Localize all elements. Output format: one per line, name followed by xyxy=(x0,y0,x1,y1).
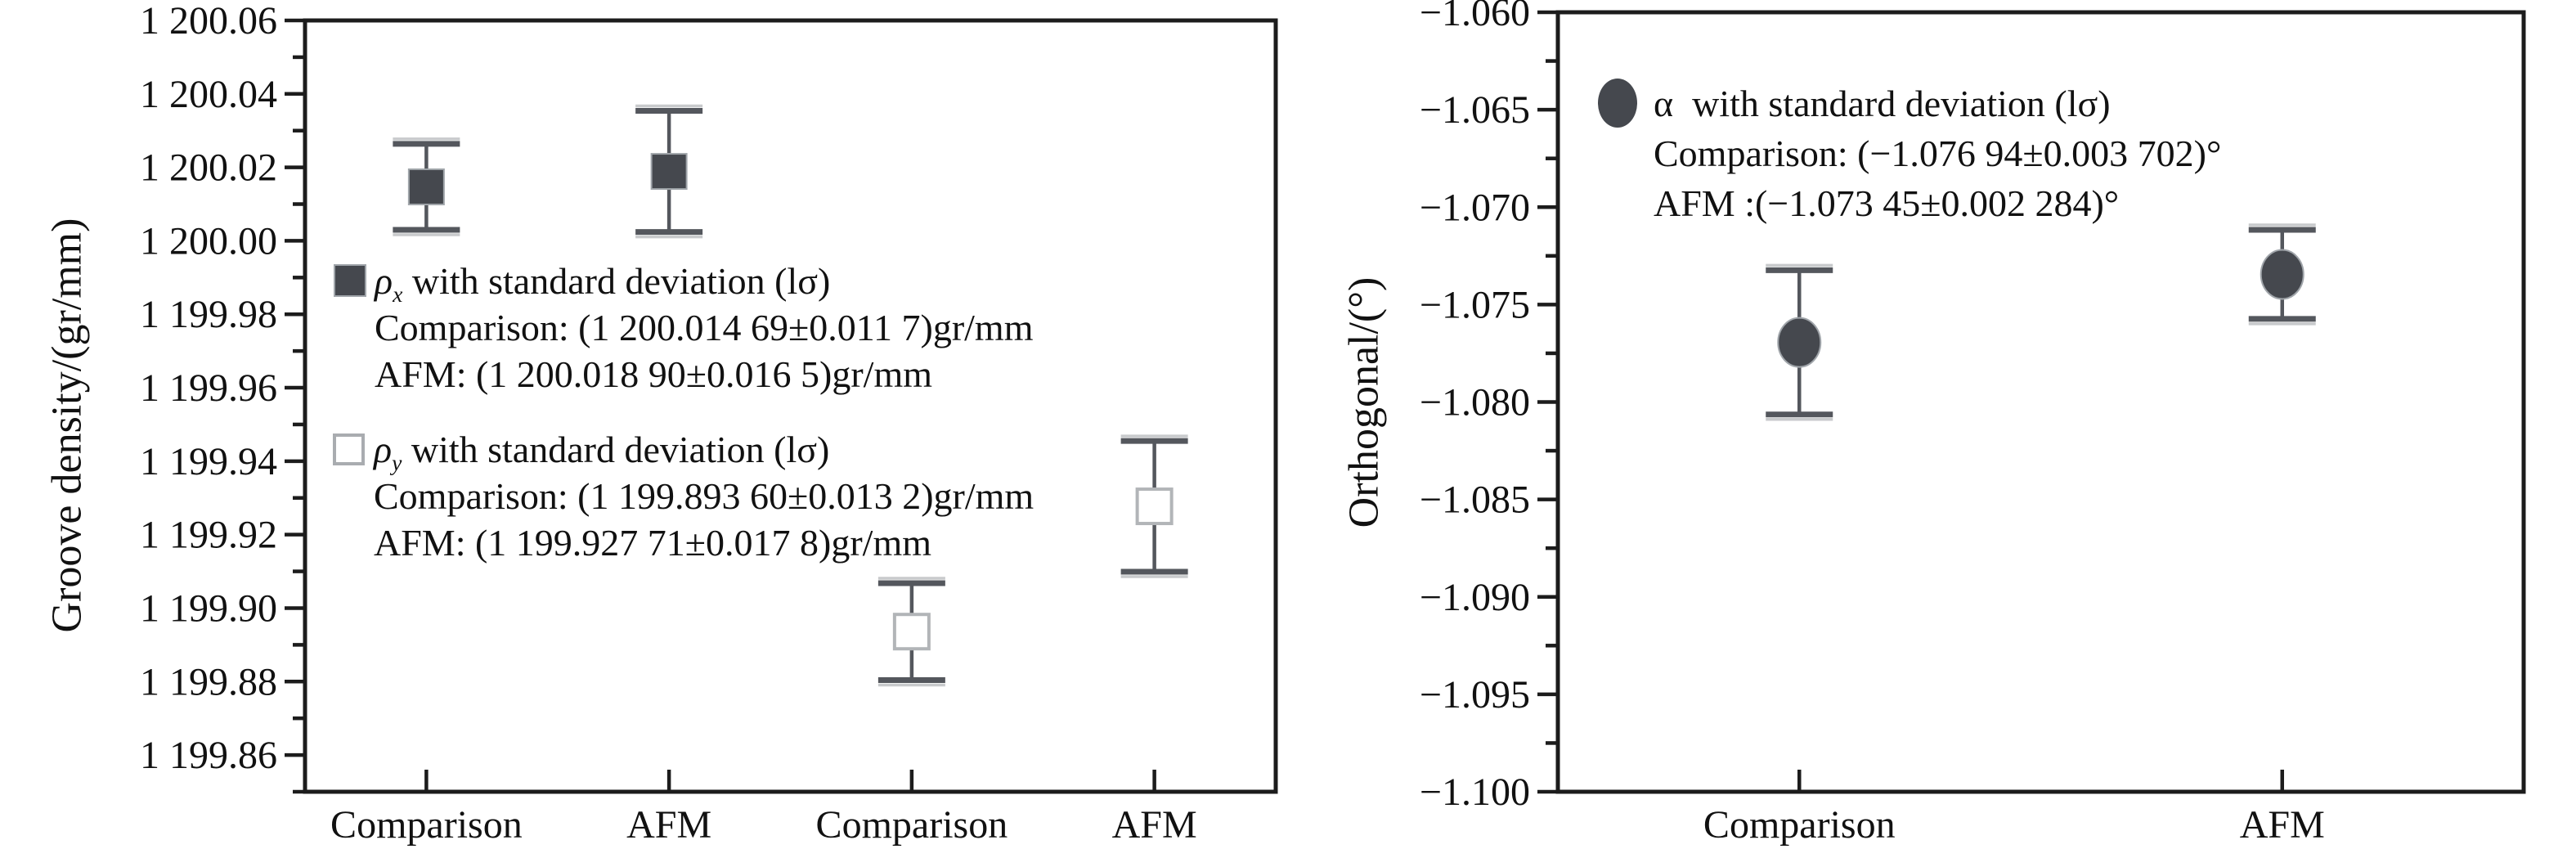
right-y-axis-title: Orthogonal/(°) xyxy=(1340,276,1388,528)
y-tick-label: −1.075 xyxy=(1420,283,1530,326)
y-tick-label: −1.090 xyxy=(1420,576,1530,619)
legend-line-comparison: Comparison: (−1.076 94±0.003 702)° xyxy=(1654,133,2222,174)
open-square-marker xyxy=(892,613,931,651)
y-tick-label: −1.080 xyxy=(1420,381,1530,425)
legend-line-afm: AFM :(−1.073 45±0.002 284)° xyxy=(1654,182,2120,224)
legend-line-title: α with standard deviation (lσ) xyxy=(1654,83,2111,124)
legend-alpha: α with standard deviation (lσ) Compariso… xyxy=(1598,79,2221,228)
y-tick-label: 1 200.00 xyxy=(140,219,277,263)
y-tick-label: 1 199.90 xyxy=(140,586,277,630)
legend-rho-y: ρy with standard deviation (lσ) Comparis… xyxy=(333,426,1034,566)
y-tick-label: −1.100 xyxy=(1420,770,1530,814)
y-tick-label: 1 200.04 xyxy=(140,73,277,116)
open-square-marker xyxy=(1135,487,1174,526)
y-tick-label: −1.060 xyxy=(1420,0,1530,34)
open-square-marker-swatch xyxy=(333,433,365,465)
y-tick-label: 1 199.94 xyxy=(140,440,277,483)
legend-alpha-text: α with standard deviation (lσ) Compariso… xyxy=(1654,79,2221,228)
x-tick-label: AFM xyxy=(626,803,711,847)
filled-square-marker-swatch xyxy=(334,264,366,297)
plot-frame xyxy=(303,18,1278,794)
y-tick-label: 1 199.88 xyxy=(140,660,277,703)
legend-rho-y-text: ρy with standard deviation (lσ) Comparis… xyxy=(374,426,1034,566)
x-tick-label: AFM xyxy=(2240,803,2325,847)
x-tick-label: Comparison xyxy=(1703,803,1896,847)
filled-circle-marker-swatch xyxy=(1598,79,1637,128)
y-tick-label: 1 200.02 xyxy=(140,146,277,190)
legend-line-title: ρy with standard deviation (lσ) xyxy=(374,429,830,476)
plot-frame xyxy=(1555,10,2526,794)
filled-circle-marker xyxy=(2260,249,2304,300)
y-tick-label: −1.095 xyxy=(1420,673,1530,716)
x-tick-label: Comparison xyxy=(816,803,1008,847)
legend-rho-x: ρx with standard deviation (lσ) Comparis… xyxy=(334,258,1034,398)
y-tick-label: 1 199.98 xyxy=(140,293,277,336)
y-tick-label: −1.085 xyxy=(1420,478,1530,522)
filled-circle-marker xyxy=(1777,317,1822,368)
legend-line-comparison: Comparison: (1 199.893 60±0.013 2)gr/mm xyxy=(374,475,1034,517)
y-tick-label: 1 199.92 xyxy=(140,514,277,557)
legend-rho-x-text: ρx with standard deviation (lσ) Comparis… xyxy=(375,258,1034,398)
x-tick-label: Comparison xyxy=(330,803,523,847)
filled-square-marker xyxy=(650,153,688,191)
x-tick-label: AFM xyxy=(1112,803,1197,847)
y-tick-label: −1.070 xyxy=(1420,186,1530,229)
y-tick-label: 1 199.96 xyxy=(140,366,277,410)
filled-square-marker xyxy=(407,168,445,205)
legend-line-afm: AFM: (1 200.018 90±0.016 5)gr/mm xyxy=(375,353,933,395)
left-y-axis-title: Groove density/(gr/mm) xyxy=(43,218,91,633)
legend-line-comparison: Comparison: (1 200.014 69±0.011 7)gr/mm xyxy=(375,307,1034,348)
y-tick-label: 1 199.86 xyxy=(140,734,277,777)
y-tick-label: 1 200.06 xyxy=(140,0,277,43)
legend-line-afm: AFM: (1 199.927 71±0.017 8)gr/mm xyxy=(374,522,932,564)
y-tick-label: −1.065 xyxy=(1420,88,1530,132)
legend-line-title: ρx with standard deviation (lσ) xyxy=(375,260,831,308)
